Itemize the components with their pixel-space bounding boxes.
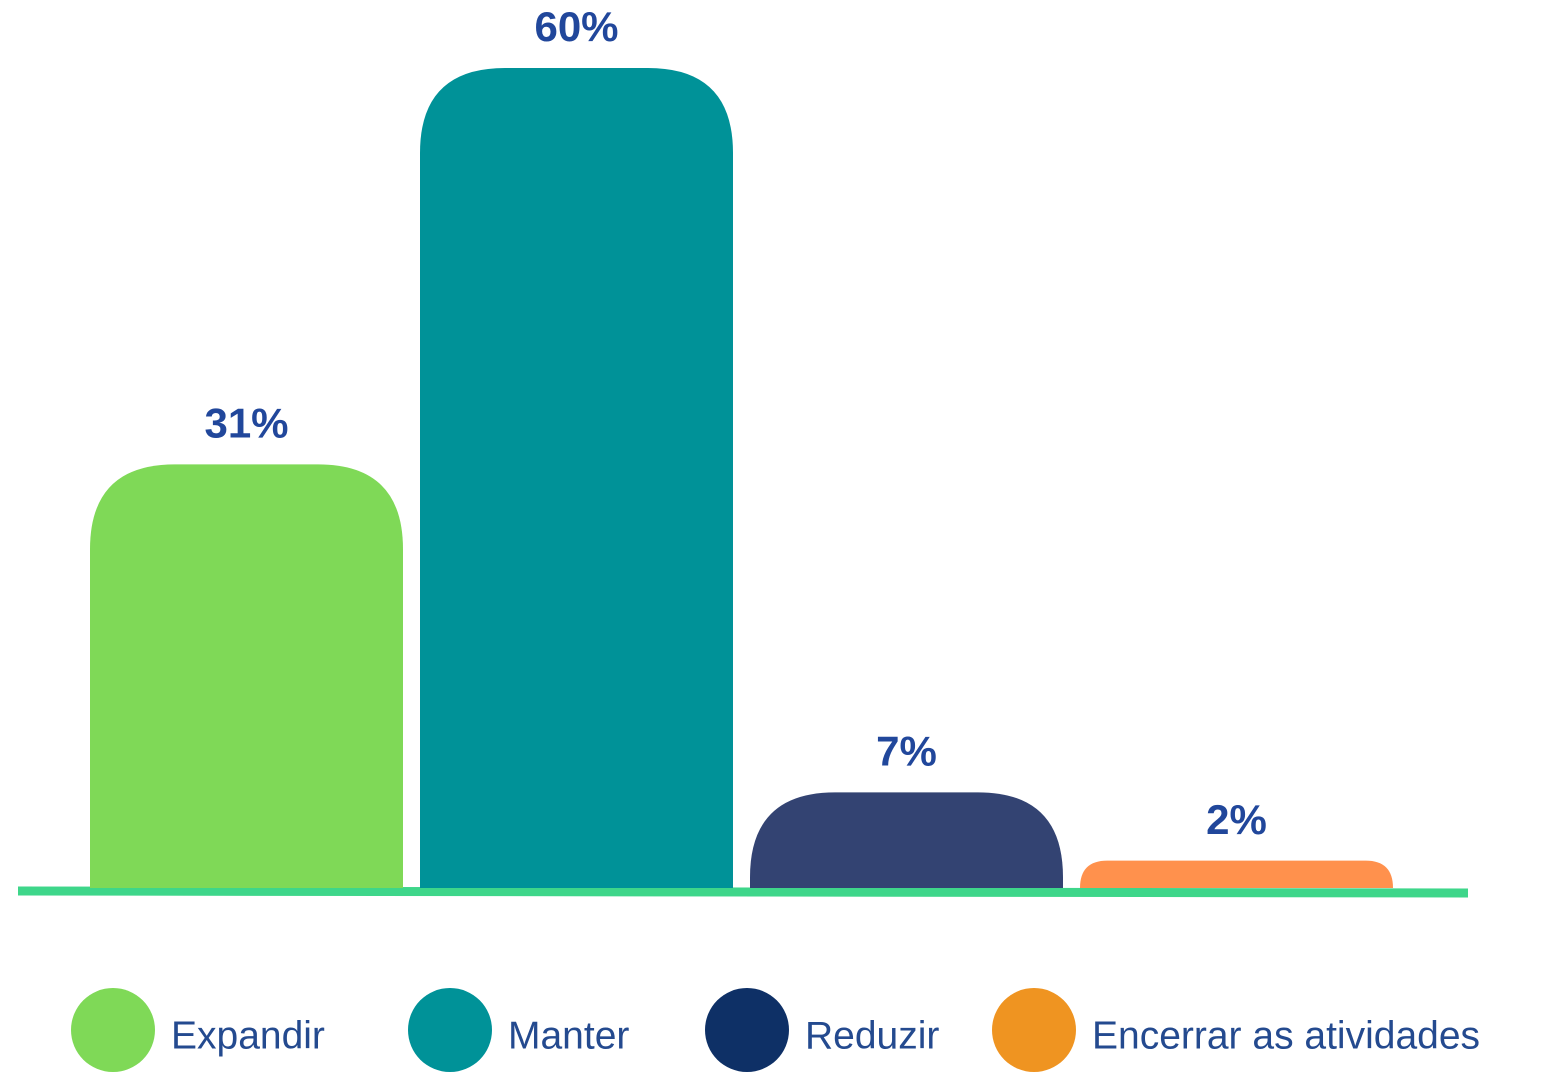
value-label: 2% <box>1206 796 1267 843</box>
baseline <box>17 886 1469 898</box>
legend-label: Manter <box>508 1014 629 1057</box>
legend-label: Reduzir <box>805 1014 939 1057</box>
bar <box>90 464 403 888</box>
legend-label: Encerrar as atividades <box>1092 1014 1480 1057</box>
legend-label: Expandir <box>171 1014 325 1057</box>
bar <box>750 792 1063 888</box>
value-label: 7% <box>876 727 937 774</box>
value-label: 31% <box>204 399 288 446</box>
legend-swatch <box>408 988 492 1072</box>
bar <box>1080 860 1393 888</box>
legend-swatch <box>71 988 155 1072</box>
bar <box>420 68 733 888</box>
legend-swatch <box>992 988 1076 1072</box>
legend-swatch <box>705 988 789 1072</box>
value-label: 60% <box>534 3 618 50</box>
